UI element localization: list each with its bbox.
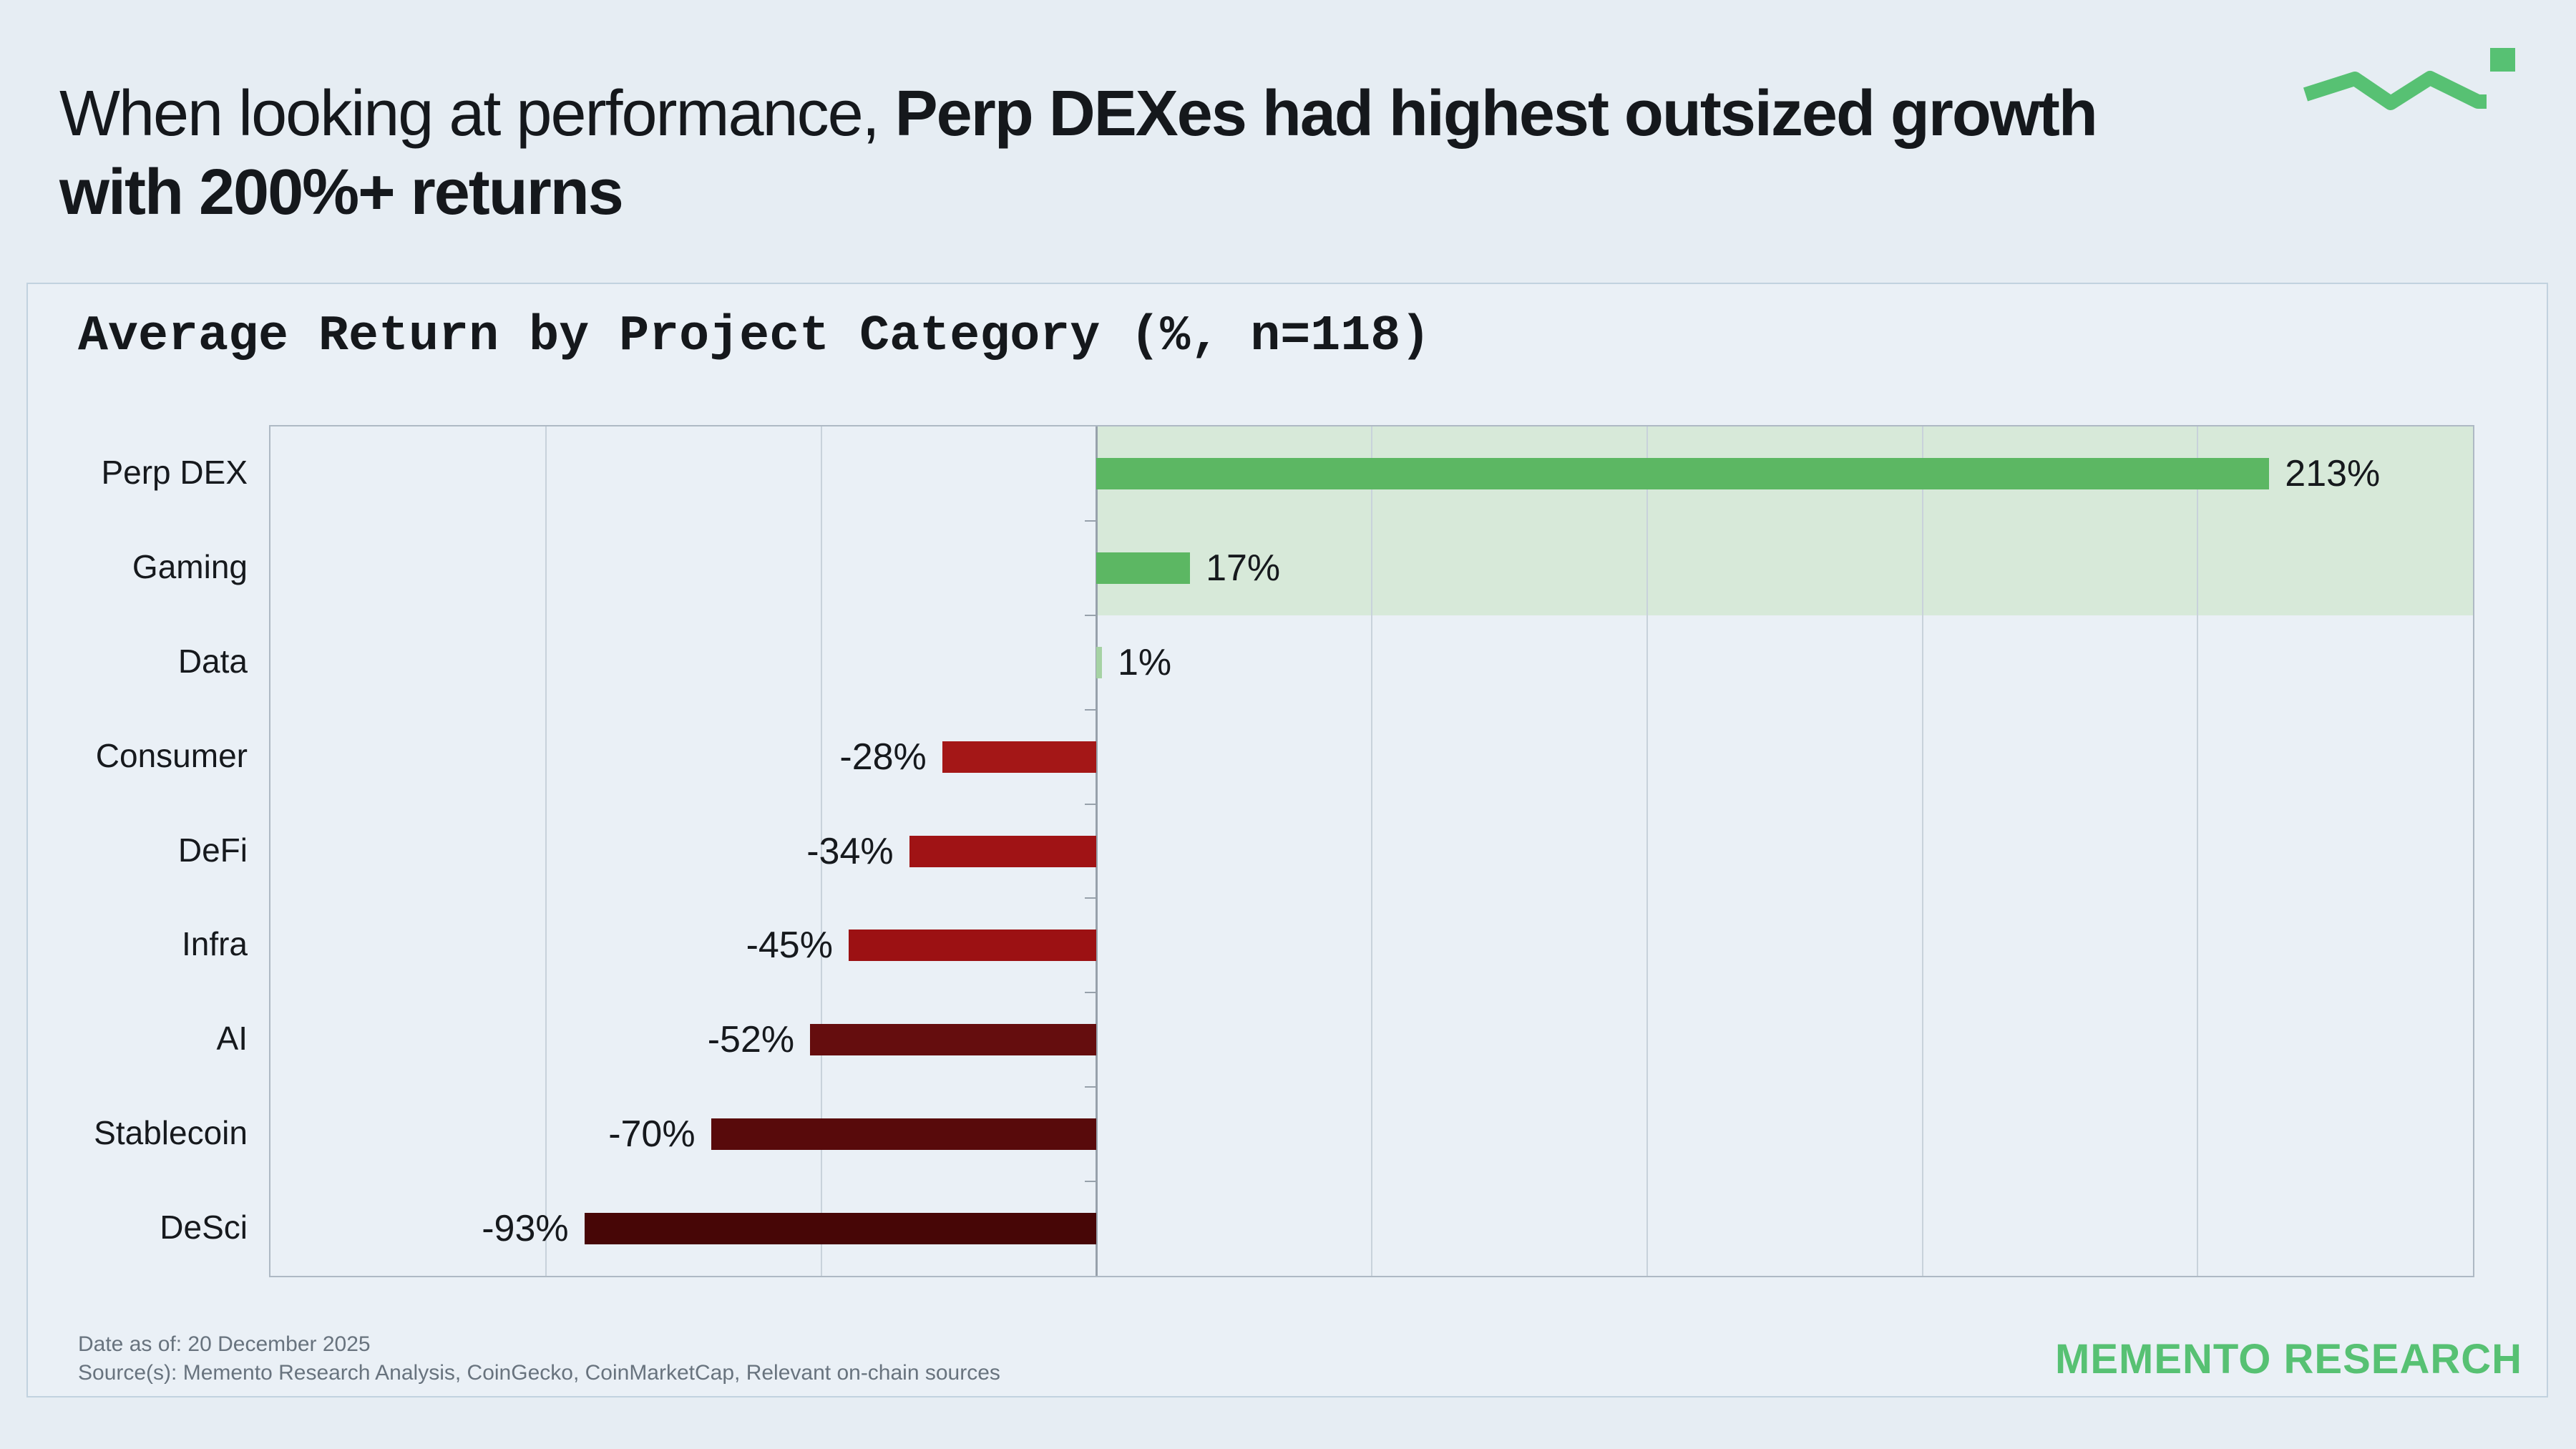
axis-tick: [1085, 1086, 1096, 1088]
logo-zigzag-line: [2303, 71, 2487, 110]
axis-tick: [1085, 519, 1096, 522]
value-label-defi: -34%: [806, 830, 894, 872]
category-label-consumer: Consumer: [95, 736, 248, 774]
value-label-infra: -45%: [746, 924, 833, 967]
gridline: [820, 426, 822, 1276]
zero-axis-line: [1096, 426, 1098, 1276]
axis-tick: [1085, 1181, 1096, 1183]
gridline: [1371, 426, 1372, 1276]
chart-panel: Average Return by Project Category (%, n…: [26, 283, 2548, 1397]
footer-date: Date as of: 20 December 2025: [78, 1332, 371, 1356]
page-title-regular: When looking at performance,: [59, 78, 895, 150]
bar-desci: [584, 1213, 1097, 1245]
highlight-band: [1096, 426, 2473, 615]
page-title-line2: with 200%+ returns: [59, 153, 2097, 232]
axis-tick: [1085, 803, 1096, 805]
value-label-desci: -93%: [482, 1208, 569, 1250]
bar-gaming: [1096, 552, 1191, 584]
page-title-bold: Perp DEXes had highest outsized growth: [894, 78, 2098, 150]
logo-square: [2490, 48, 2515, 72]
page-title: When looking at performance, Perp DEXes …: [59, 74, 2098, 232]
category-label-ai: AI: [216, 1020, 248, 1058]
bar-defi: [909, 835, 1097, 867]
footer-notes: Date as of: 20 December 2025 Source(s): …: [78, 1330, 1000, 1387]
category-labels: Perp DEX Gaming Data Consumer DeFi Infra AI Sta…: [28, 425, 248, 1274]
gridline: [1921, 426, 1923, 1276]
category-label-gaming: Gaming: [132, 547, 248, 585]
category-label-perp-dex: Perp DEX: [101, 453, 248, 491]
category-label-data: Data: [177, 642, 248, 680]
axis-tick: [1085, 708, 1096, 711]
axis-tick: [1085, 614, 1096, 616]
category-label-desci: DeSci: [160, 1209, 248, 1246]
value-label-ai: -52%: [707, 1019, 795, 1061]
category-label-defi: DeFi: [177, 831, 248, 869]
page-title-line1: When looking at performance, Perp DEXes …: [59, 74, 2098, 153]
bar-stablecoin: [711, 1118, 1097, 1151]
bar-consumer: [942, 741, 1097, 773]
chart-title: Average Return by Project Category (%, n…: [78, 308, 1431, 365]
gridline: [1646, 426, 1648, 1276]
memento-logo-icon: [2303, 48, 2515, 110]
value-label-stablecoin: -70%: [608, 1113, 696, 1156]
axis-tick: [1085, 897, 1096, 899]
plot-area: 213% 17% 1% -28% -34% -45% -52% -70% -93%: [269, 425, 2474, 1277]
value-label-consumer: -28%: [839, 736, 927, 778]
gridline: [2197, 426, 2199, 1276]
footer-sources: Source(s): Memento Research Analysis, Co…: [78, 1361, 1000, 1385]
category-label-stablecoin: Stablecoin: [94, 1114, 248, 1152]
value-label-data: 1%: [1117, 641, 1172, 683]
category-label-infra: Infra: [181, 925, 248, 963]
bar-ai: [810, 1024, 1097, 1056]
bar-infra: [848, 930, 1097, 962]
page-title-bold-line2: with 200%+ returns: [59, 157, 624, 228]
value-label-perp-dex: 213%: [2285, 452, 2381, 494]
axis-tick: [1085, 992, 1096, 994]
brand-wordmark: MEMENTO RESEARCH: [2055, 1336, 2522, 1382]
bar-perp-dex: [1096, 457, 2270, 489]
gridline: [545, 426, 547, 1276]
bar-data: [1096, 646, 1102, 678]
value-label-gaming: 17%: [1206, 547, 1281, 589]
